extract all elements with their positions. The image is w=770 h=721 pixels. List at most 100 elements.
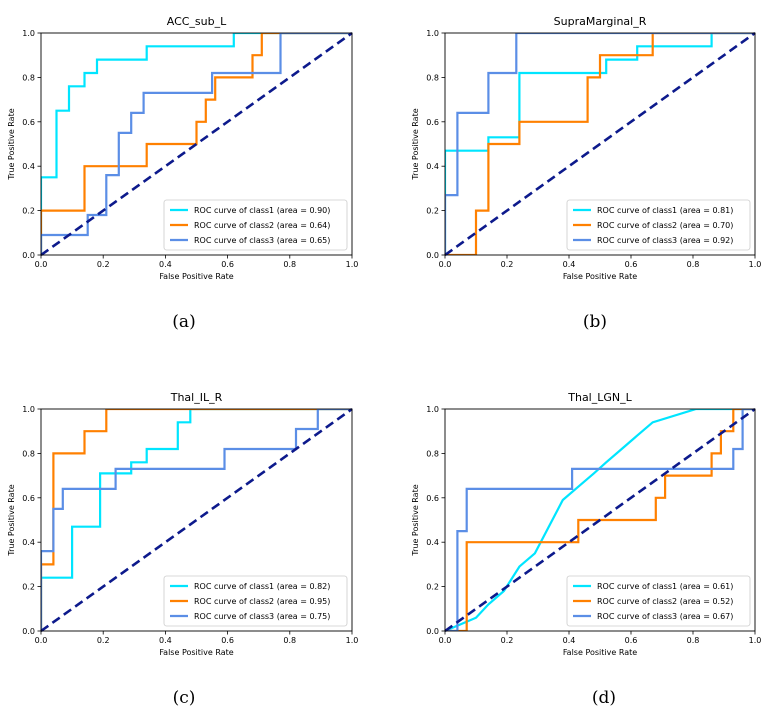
chance-diagonal-line [40, 31, 353, 257]
legend-label-class3: ROC curve of class3 (area = 0.75) [194, 612, 330, 621]
chance-diagonal-line [444, 407, 756, 633]
y-tick-label: 0.8 [426, 449, 439, 458]
x-tick-label: 1.0 [749, 260, 762, 269]
y-tick-label: 0.0 [22, 251, 35, 260]
y-tick-label: 0.6 [22, 494, 35, 503]
legend-label-class2: ROC curve of class2 (area = 0.95) [194, 597, 330, 606]
legend-label-class3: ROC curve of class3 (area = 0.67) [597, 612, 733, 621]
y-tick-label: 0.2 [22, 583, 35, 592]
x-tick-label: 0.4 [159, 636, 172, 645]
y-tick-label: 0.0 [426, 251, 439, 260]
x-tick-label: 0.0 [439, 260, 452, 269]
roc-curve-class2 [445, 409, 755, 631]
y-tick-label: 0.4 [426, 162, 439, 171]
roc-curve-class1 [41, 409, 352, 631]
y-axis-label: True Positive Rate [411, 484, 420, 556]
panel-caption: (c) [173, 688, 196, 708]
x-tick-label: 0.8 [687, 260, 700, 269]
roc-curve-class2 [445, 33, 755, 255]
x-tick-label: 1.0 [346, 636, 359, 645]
y-tick-label: 0.2 [22, 207, 35, 216]
roc-panel-1: ACC_sub_L 0.0 0.2 0.4 0.6 0.8 1.0 0.0 0.2 0.4 0.6 0… [7, 15, 358, 332]
legend: ROC curve of class1 (area = 0.81) ROC cur… [566, 199, 751, 251]
chart-title: Thal_IL_R [170, 391, 223, 404]
x-tick-label: 0.6 [221, 260, 234, 269]
roc-panel-4: Thal_LGN_L 0.0 0.2 0.4 0.6 0.8 1.0 0.0 0.2 0.4 0.6… [411, 391, 761, 708]
axes-frame [40, 32, 353, 256]
roc-curve-class3 [445, 33, 755, 255]
legend-label-class1: ROC curve of class1 (area = 0.61) [597, 582, 733, 591]
legend-box [566, 575, 751, 627]
x-axis-label: False Positive Rate [563, 272, 637, 281]
legend-label-class3: ROC curve of class3 (area = 0.65) [194, 236, 330, 245]
legend: ROC curve of class1 (area = 0.82) ROC cur… [163, 575, 348, 627]
y-tick-label: 0.4 [426, 538, 439, 547]
x-tick-label: 0.0 [439, 636, 452, 645]
chart-title: Thal_LGN_L [567, 391, 632, 404]
x-tick-label: 0.0 [35, 260, 48, 269]
chance-diagonal-line [40, 407, 353, 633]
panel-caption: (b) [583, 312, 607, 332]
y-tick-label: 1.0 [426, 29, 439, 38]
x-axis-label: False Positive Rate [563, 648, 637, 657]
y-axis-label: True Positive Rate [7, 108, 16, 180]
legend-box [163, 199, 348, 251]
roc-curve-class3 [41, 409, 352, 631]
panel-caption: (d) [592, 688, 616, 708]
legend: ROC curve of class1 (area = 0.61) ROC cur… [566, 575, 751, 627]
chart-title: ACC_sub_L [167, 15, 227, 28]
axes-frame [40, 408, 353, 632]
x-tick-label: 0.8 [687, 636, 700, 645]
y-tick-label: 1.0 [22, 29, 35, 38]
legend-label-class2: ROC curve of class2 (area = 0.64) [194, 221, 330, 230]
y-axis-label: True Positive Rate [411, 108, 420, 180]
y-tick-label: 0.8 [426, 73, 439, 82]
legend-label-class2: ROC curve of class2 (area = 0.52) [597, 597, 733, 606]
legend-box [163, 575, 348, 627]
x-tick-label: 0.8 [283, 636, 296, 645]
y-tick-label: 0.2 [426, 207, 439, 216]
x-axis-label: False Positive Rate [159, 648, 233, 657]
y-tick-label: 0.0 [22, 627, 35, 636]
x-tick-label: 0.6 [625, 636, 638, 645]
axes-frame [444, 408, 756, 632]
axes-frame [444, 32, 756, 256]
y-tick-label: 0.6 [426, 118, 439, 127]
x-tick-label: 0.4 [159, 260, 172, 269]
legend-label-class1: ROC curve of class1 (area = 0.90) [194, 206, 330, 215]
x-tick-label: 0.0 [35, 636, 48, 645]
x-tick-label: 0.8 [283, 260, 296, 269]
chart-title: SupraMarginal_R [554, 15, 647, 28]
y-tick-label: 1.0 [426, 405, 439, 414]
roc-panel-3: Thal_IL_R 0.0 0.2 0.4 0.6 0.8 1.0 0.0 0.2 0.4 0.6 0… [7, 391, 358, 708]
legend-box [566, 199, 751, 251]
roc-curve-class3 [445, 409, 755, 631]
chance-diagonal-line [444, 31, 756, 257]
x-tick-label: 0.2 [501, 636, 514, 645]
y-tick-label: 0.6 [22, 118, 35, 127]
x-tick-label: 0.2 [97, 636, 110, 645]
roc-curve-class1 [41, 33, 352, 255]
y-tick-label: 0.8 [22, 73, 35, 82]
x-tick-label: 0.6 [625, 260, 638, 269]
panel-caption: (a) [172, 312, 195, 332]
x-tick-label: 0.2 [501, 260, 514, 269]
y-tick-label: 0.4 [22, 538, 35, 547]
legend-label-class3: ROC curve of class3 (area = 0.92) [597, 236, 733, 245]
legend-label-class1: ROC curve of class1 (area = 0.82) [194, 582, 330, 591]
x-tick-label: 1.0 [346, 260, 359, 269]
legend-label-class1: ROC curve of class1 (area = 0.81) [597, 206, 733, 215]
y-tick-label: 0.4 [22, 162, 35, 171]
x-tick-label: 0.6 [221, 636, 234, 645]
roc-curve-class1 [445, 409, 755, 631]
x-axis-label: False Positive Rate [159, 272, 233, 281]
y-tick-label: 0.2 [426, 583, 439, 592]
y-tick-label: 0.8 [22, 449, 35, 458]
x-tick-label: 0.4 [563, 260, 576, 269]
legend-label-class2: ROC curve of class2 (area = 0.70) [597, 221, 733, 230]
y-tick-label: 0.0 [426, 627, 439, 636]
x-tick-label: 1.0 [749, 636, 762, 645]
roc-panel-2: SupraMarginal_R 0.0 0.2 0.4 0.6 0.8 1.0 0.0 0.2 0… [411, 15, 761, 332]
y-tick-label: 0.6 [426, 494, 439, 503]
x-tick-label: 0.4 [563, 636, 576, 645]
